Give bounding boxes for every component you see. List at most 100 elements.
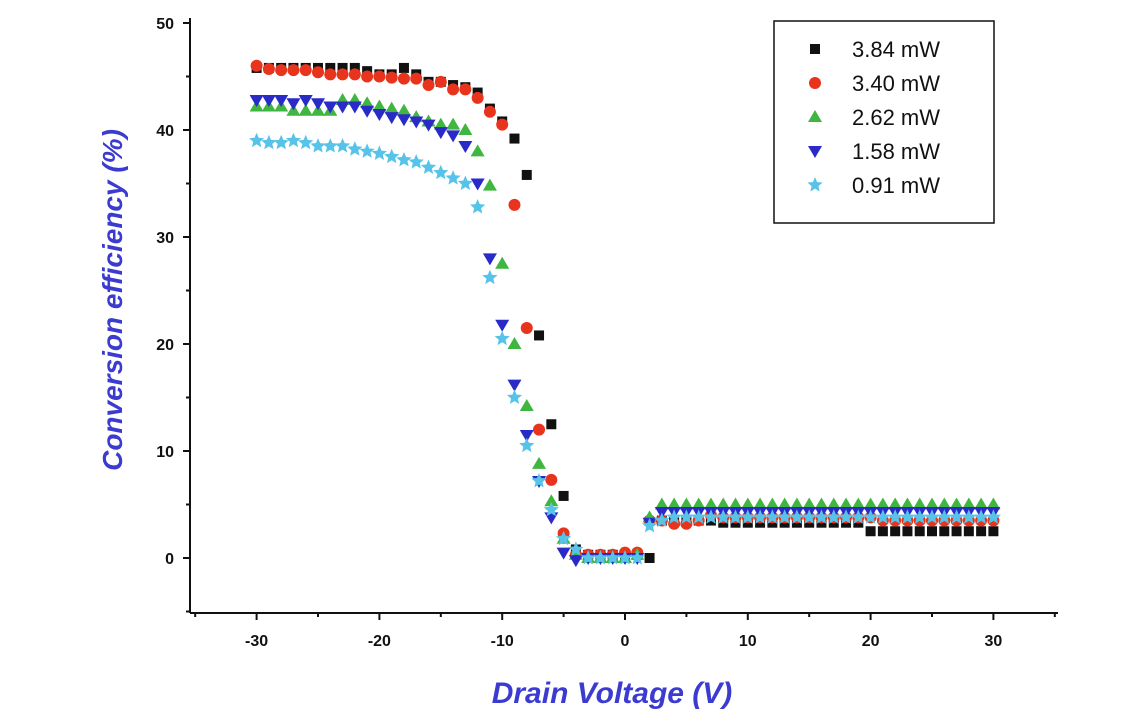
data-point <box>951 526 962 537</box>
data-point <box>446 117 461 130</box>
data-point <box>752 509 768 524</box>
data-point <box>592 550 608 565</box>
data-point <box>396 152 412 167</box>
data-point <box>471 91 484 104</box>
data-point <box>703 509 719 524</box>
data-point <box>813 509 830 524</box>
x-tick-label: -20 <box>368 633 391 650</box>
data-point <box>521 169 532 180</box>
data-point <box>287 64 300 77</box>
data-point <box>865 526 876 537</box>
x-tick-label: 20 <box>862 633 880 650</box>
data-point <box>385 71 398 84</box>
data-point <box>275 64 288 77</box>
data-point <box>753 497 768 510</box>
data-point <box>274 95 289 108</box>
data-point <box>335 101 350 114</box>
data-point <box>508 198 521 211</box>
legend-marker <box>809 77 821 89</box>
data-point <box>520 321 533 334</box>
data-point <box>777 497 792 510</box>
data-point <box>298 95 313 108</box>
data-point <box>398 62 409 73</box>
data-point <box>445 170 461 185</box>
data-point <box>323 101 338 114</box>
data-point <box>324 68 337 81</box>
data-point <box>644 553 655 563</box>
data-point <box>482 253 497 266</box>
data-point <box>961 497 976 510</box>
data-point <box>337 62 348 73</box>
data-point <box>250 59 263 72</box>
data-point <box>890 526 901 537</box>
data-point <box>519 437 535 453</box>
data-point <box>899 509 915 524</box>
data-point <box>764 509 780 524</box>
data-point <box>826 497 841 510</box>
data-point <box>422 79 435 92</box>
data-point <box>949 497 964 510</box>
data-point <box>534 330 545 341</box>
data-point <box>470 199 486 214</box>
data-point <box>397 72 410 85</box>
data-point <box>715 509 731 524</box>
data-point <box>396 103 411 116</box>
data-point <box>533 423 546 436</box>
data-point <box>335 138 351 153</box>
y-axis-title: Conversion efficiency (%) <box>97 129 128 471</box>
data-point <box>347 141 363 156</box>
data-point <box>988 526 999 537</box>
data-point <box>716 497 731 510</box>
data-point <box>937 497 952 510</box>
x-tick-label: -10 <box>491 633 514 650</box>
data-point <box>262 63 275 76</box>
legend: 3.84 mW 3.40 mW 2.62 mW 1.58 mW 0.91 mW <box>773 20 995 224</box>
data-point <box>519 399 534 412</box>
data-point <box>568 541 584 556</box>
data-point <box>458 141 473 154</box>
data-point <box>372 108 387 121</box>
data-point <box>457 175 473 190</box>
legend-marker <box>808 110 822 122</box>
data-point <box>433 127 448 140</box>
y-tick-label: 30 <box>156 230 174 247</box>
data-point <box>976 526 987 537</box>
data-point <box>727 509 744 524</box>
data-point <box>974 497 989 510</box>
x-tick-label: 10 <box>739 633 757 650</box>
data-point <box>912 497 927 510</box>
data-point <box>936 509 952 524</box>
data-point <box>506 389 523 404</box>
data-point <box>826 509 842 524</box>
data-point <box>349 62 360 73</box>
data-point <box>409 116 424 129</box>
y-tick-label: 40 <box>156 123 174 140</box>
data-point <box>617 550 633 565</box>
data-point <box>459 83 472 96</box>
data-point <box>546 419 557 430</box>
legend-marker <box>810 44 820 54</box>
data-point <box>532 456 547 469</box>
y-tick-label: 10 <box>156 444 174 461</box>
data-point <box>470 178 485 191</box>
data-point <box>347 101 362 114</box>
data-point <box>372 99 387 112</box>
data-point <box>482 178 497 191</box>
data-point <box>249 95 264 108</box>
data-point <box>814 497 829 510</box>
y-tick-label: 20 <box>156 337 174 354</box>
data-point <box>373 70 386 83</box>
legend-label: 3.84 mW <box>852 37 940 62</box>
data-point <box>679 497 694 510</box>
data-point <box>605 550 621 565</box>
data-point <box>495 319 510 332</box>
data-point <box>249 132 265 148</box>
data-point <box>360 105 375 118</box>
data-point <box>543 501 559 517</box>
data-point <box>322 138 338 153</box>
data-point <box>261 134 277 150</box>
legend-label: 1.58 mW <box>852 139 940 164</box>
data-point <box>495 256 510 269</box>
legend-marker <box>808 146 822 158</box>
